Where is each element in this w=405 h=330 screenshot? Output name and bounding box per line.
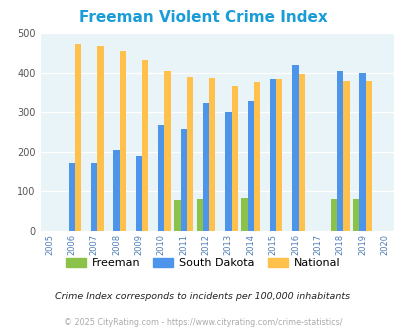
Bar bbox=[343, 81, 349, 231]
Bar bbox=[298, 74, 304, 231]
Bar bbox=[75, 44, 81, 231]
Bar bbox=[253, 82, 260, 231]
Bar bbox=[269, 79, 275, 231]
Bar bbox=[180, 129, 186, 231]
Bar bbox=[136, 156, 142, 231]
Bar bbox=[231, 86, 237, 231]
Bar bbox=[336, 71, 343, 231]
Bar bbox=[164, 71, 170, 231]
Bar bbox=[142, 60, 148, 231]
Bar bbox=[158, 125, 164, 231]
Bar bbox=[365, 81, 371, 231]
Bar bbox=[196, 199, 202, 231]
Bar bbox=[209, 78, 215, 231]
Bar bbox=[202, 104, 209, 231]
Bar bbox=[247, 101, 253, 231]
Text: Freeman Violent Crime Index: Freeman Violent Crime Index bbox=[79, 10, 326, 25]
Bar bbox=[241, 198, 247, 231]
Bar bbox=[292, 65, 298, 231]
Bar bbox=[113, 150, 119, 231]
Text: © 2025 CityRating.com - https://www.cityrating.com/crime-statistics/: © 2025 CityRating.com - https://www.city… bbox=[64, 318, 341, 327]
Bar bbox=[358, 73, 365, 231]
Bar bbox=[352, 199, 358, 231]
Bar bbox=[97, 46, 103, 231]
Bar bbox=[68, 163, 75, 231]
Text: Crime Index corresponds to incidents per 100,000 inhabitants: Crime Index corresponds to incidents per… bbox=[55, 292, 350, 301]
Bar bbox=[225, 112, 231, 231]
Bar bbox=[275, 79, 282, 231]
Bar bbox=[186, 77, 193, 231]
Legend: Freeman, South Dakota, National: Freeman, South Dakota, National bbox=[62, 255, 343, 272]
Bar bbox=[91, 163, 97, 231]
Bar bbox=[330, 199, 336, 231]
Bar bbox=[174, 200, 180, 231]
Bar bbox=[119, 51, 126, 231]
